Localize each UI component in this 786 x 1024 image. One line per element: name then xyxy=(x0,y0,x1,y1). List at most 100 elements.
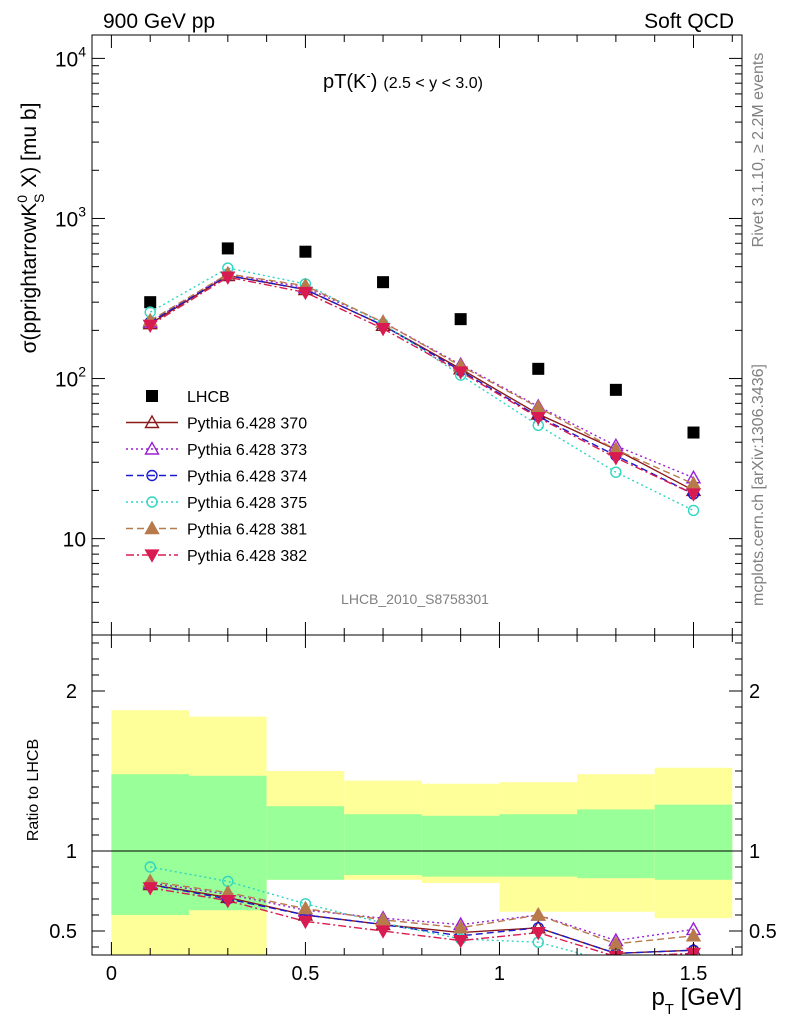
series-pythia-6-428-382 xyxy=(142,271,702,502)
ratio-point xyxy=(297,915,313,930)
ratio-plot-marks xyxy=(92,710,742,968)
ratio-point xyxy=(220,894,236,909)
ratio-y-label: Ratio to LHCB xyxy=(25,739,42,841)
header-left: 900 GeV pp xyxy=(103,10,215,33)
uncertainty-band-inner xyxy=(577,809,655,879)
x-tick-label: 0 xyxy=(106,963,117,985)
ratio-series-group xyxy=(142,861,702,968)
side-text-bottom: mcplots.cern.ch [arXiv:1306.3436] xyxy=(750,364,767,606)
y-tick-label-exp: 4 xyxy=(78,43,86,59)
series-line xyxy=(149,274,694,495)
ratio-point xyxy=(144,861,156,873)
legend-entry: LHCB xyxy=(146,389,230,406)
ratio-line xyxy=(150,880,694,945)
data-point xyxy=(608,452,624,466)
plot-title-range: (2.5 < y < 3.0) xyxy=(383,75,483,92)
header-right: Soft QCD xyxy=(644,10,734,33)
plot-title: pT(K-) (2.5 < y < 3.0) xyxy=(323,68,483,93)
data-point xyxy=(377,276,390,289)
ratio-y-tick-label-left: 0.5 xyxy=(49,921,77,943)
xlabel-part-b: [GeV] xyxy=(674,984,742,1011)
ratio-y-tick-label-right: 2 xyxy=(749,681,760,703)
ratio-point xyxy=(375,925,391,939)
uncertainty-band-inner xyxy=(344,814,422,875)
ratio-point xyxy=(452,919,469,934)
data-point xyxy=(375,323,391,337)
ylabel-part-a: σ(pprightarrowK xyxy=(18,203,41,354)
series-line xyxy=(149,276,694,495)
ratio-point xyxy=(297,900,314,915)
ratio-y-tick-label-left: 2 xyxy=(66,681,77,703)
ratio-line xyxy=(150,887,694,955)
y-tick-label-base: 10 xyxy=(55,48,78,71)
y-tick-label-exp: 3 xyxy=(78,203,86,219)
xlabel-part-a: p xyxy=(651,984,664,1011)
main-y-label: σ(pprightarrowK0S X) [mu b] xyxy=(14,103,47,354)
x-axis-label: pT [GeV] xyxy=(651,984,742,1018)
x-tick-label: 1.5 xyxy=(680,963,708,985)
ratio-line xyxy=(150,882,694,942)
series-line xyxy=(149,267,694,512)
y-tick-label-base: 10 xyxy=(55,208,78,231)
uncertainty-band-inner xyxy=(421,815,500,877)
uncertainty-band-inner xyxy=(266,806,345,880)
y-tick-label-base: 10 xyxy=(55,369,78,392)
data-point xyxy=(221,242,234,255)
ratio-y-tick-label-right: 0.5 xyxy=(749,921,777,943)
legend-marker xyxy=(144,520,160,535)
data-point xyxy=(687,426,700,439)
legend-marker xyxy=(144,441,160,455)
legend-label: Pythia 6.428 382 xyxy=(187,548,307,565)
data-point xyxy=(220,271,236,285)
ratio-axes: 0.5 0.5 1 1 2 2 0 0.5 1 1.5 xyxy=(49,635,777,985)
watermark: LHCB_2010_S8758301 xyxy=(341,591,489,607)
y-tick-label-exp: 2 xyxy=(78,364,86,380)
ratio-panel: 0.5 0.5 1 1 2 2 0 0.5 1 1.5 Ratio to LHCB pT [GeV… xyxy=(25,634,777,1018)
y-tick-label-base: 10 xyxy=(63,529,86,552)
data-point xyxy=(453,366,469,380)
data-point xyxy=(144,296,157,309)
plot-title-main: pT(K xyxy=(323,71,367,93)
ratio-series-pythia-6-428-381 xyxy=(142,873,702,950)
ylabel-part-b: X) [mu b] xyxy=(18,103,41,194)
legend-entry: Pythia 6.428 370 xyxy=(126,414,307,433)
data-point xyxy=(530,412,546,426)
legend-label: Pythia 6.428 370 xyxy=(187,416,307,433)
ylabel-sup: 0 xyxy=(14,195,30,203)
legend-entry: Pythia 6.428 375 xyxy=(126,495,307,512)
data-point xyxy=(685,488,702,502)
ratio-point xyxy=(530,907,546,921)
xlabel-sub: T xyxy=(665,1001,674,1018)
legend-marker xyxy=(146,496,158,508)
ratio-point xyxy=(375,911,391,926)
ratio-series-pythia-6-428-382 xyxy=(142,882,702,955)
series-lhcb xyxy=(144,242,700,439)
ratio-y-tick-label-left: 1 xyxy=(66,841,77,863)
y-tick-label: 104 xyxy=(55,43,86,71)
data-point xyxy=(297,286,313,301)
legend-entry: Pythia 6.428 381 xyxy=(126,520,307,539)
legend-marker xyxy=(144,549,160,563)
data-point xyxy=(299,245,312,258)
legend-entry: Pythia 6.428 382 xyxy=(126,548,307,565)
x-tick-label: 0.5 xyxy=(292,963,320,985)
legend-marker xyxy=(146,469,158,482)
ratio-line xyxy=(150,883,694,955)
legend-label: Pythia 6.428 373 xyxy=(187,442,307,459)
data-point xyxy=(142,319,158,334)
data-point xyxy=(687,504,700,517)
ratio-point xyxy=(611,958,621,968)
ratio-y-tick-label-right: 1 xyxy=(749,841,760,863)
uncertainty-band-inner xyxy=(654,804,733,880)
legend-label: Pythia 6.428 381 xyxy=(187,522,307,539)
ratio-point xyxy=(685,927,702,942)
main-plot-marks xyxy=(142,242,702,517)
side-text-top: Rivet 3.1.10, ≥ 2.2M events xyxy=(750,53,767,248)
legend-label: Pythia 6.428 375 xyxy=(187,495,307,512)
legend-entry: Pythia 6.428 374 xyxy=(126,469,307,486)
plot-title-close: ) xyxy=(371,71,378,93)
y-tick-label: 102 xyxy=(55,364,86,392)
ratio-point xyxy=(530,926,546,941)
